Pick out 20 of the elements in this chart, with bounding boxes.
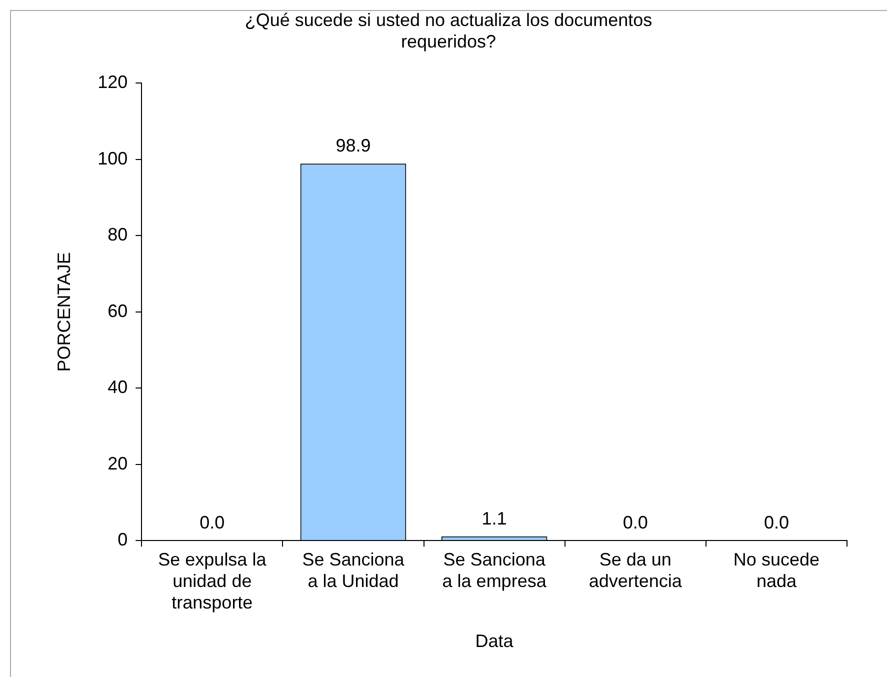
y-axis-title: PORCENTAJE xyxy=(54,252,74,372)
y-tick-label: 60 xyxy=(108,300,128,321)
x-tick-label: Se Sanciona a la Unidad xyxy=(302,549,406,591)
data-label: 0.0 xyxy=(200,512,225,533)
data-label: 0.0 xyxy=(764,512,789,533)
y-tick-label: 100 xyxy=(98,148,128,168)
data-label: 98.9 xyxy=(336,136,371,156)
x-tick-label: Se Sanciona a la empresa xyxy=(442,549,548,591)
y-tick-label: 0 xyxy=(118,530,128,550)
y-tick-label: 20 xyxy=(108,453,128,474)
chart-title: ¿Qué sucede si usted no actualiza los documentos requeridos? xyxy=(244,10,652,52)
y-tick-label: 120 xyxy=(98,72,128,92)
data-label: 1.1 xyxy=(482,508,507,528)
y-tick-label: 40 xyxy=(108,377,128,398)
x-tick-label: No sucede nada xyxy=(733,549,820,591)
x-axis-title: Data xyxy=(475,631,514,652)
x-tick-label: Se da un advertencia xyxy=(588,549,683,591)
x-tick-label: Se expulsa la unidad de transporte xyxy=(158,549,268,613)
y-tick-label: 80 xyxy=(108,224,128,245)
data-label: 0.0 xyxy=(622,512,648,533)
